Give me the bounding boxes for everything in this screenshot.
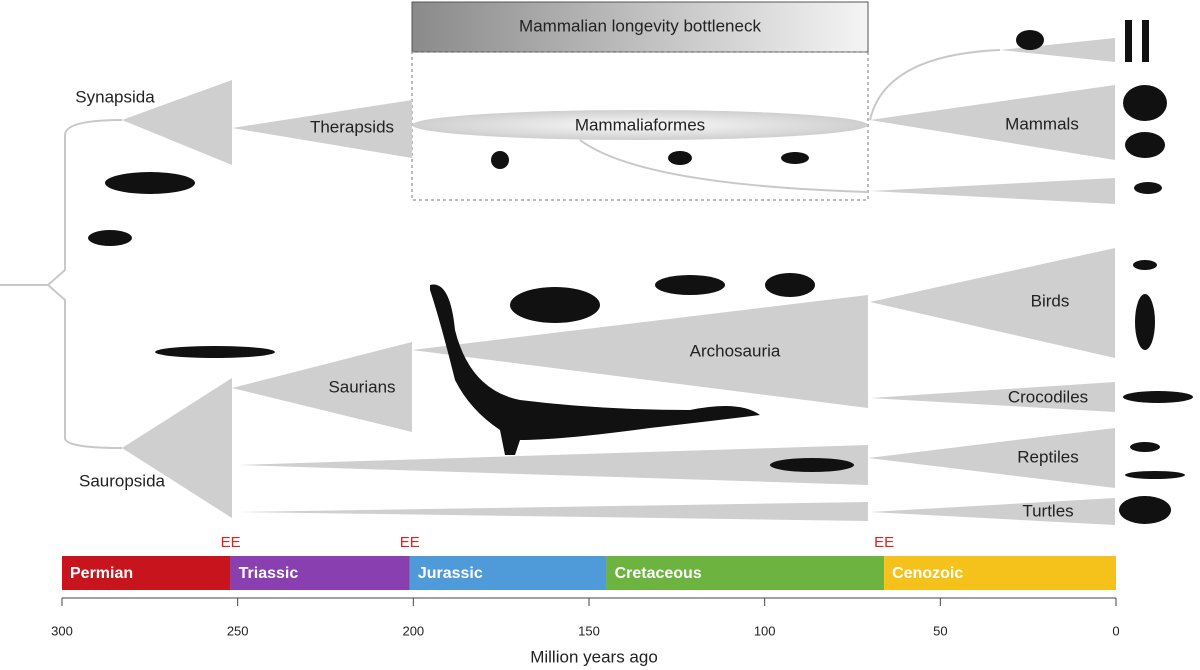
- period-label: Cretaceous: [615, 565, 702, 582]
- period-band: [62, 556, 231, 590]
- period-label: Cenozoic: [892, 565, 963, 582]
- extinction-label: EE: [221, 534, 241, 551]
- x-tick-label: 200: [402, 623, 424, 638]
- period-label: Triassic: [239, 565, 299, 582]
- clade-label: Birds: [1031, 291, 1070, 310]
- period-label: Jurassic: [418, 565, 483, 582]
- clade-label: Saurians: [328, 377, 395, 396]
- header-box: [411, 1, 869, 53]
- clade-label: Archosauria: [690, 341, 781, 360]
- period-band: [230, 556, 410, 590]
- x-tick-label: 50: [933, 623, 947, 638]
- x-tick-label: 0: [1112, 623, 1119, 638]
- x-tick-label: 250: [227, 623, 249, 638]
- x-tick-label: 150: [578, 623, 600, 638]
- silhouettes: [88, 20, 1193, 524]
- x-tick-label: 100: [754, 623, 776, 638]
- clade-label: Crocodiles: [1008, 387, 1088, 406]
- wedges: [122, 38, 1115, 525]
- clade-label: Therapsids: [310, 117, 394, 136]
- period-band: [409, 556, 607, 590]
- clade-label: Synapsida: [75, 87, 155, 106]
- axis-title: Million years ago: [530, 647, 658, 666]
- extinction-label: EE: [400, 534, 420, 551]
- header-title: Mammalian longevity bottleneck: [519, 16, 761, 35]
- period-label: Permian: [70, 565, 133, 582]
- period-band: [884, 556, 1116, 590]
- clade-label: Reptiles: [1017, 447, 1078, 466]
- x-tick-label: 300: [51, 623, 73, 638]
- extinction-label: EE: [874, 534, 894, 551]
- clade-label: Mammals: [1005, 114, 1079, 133]
- tree-branches: [0, 49, 1001, 449]
- period-band: [606, 556, 885, 590]
- clade-label: Sauropsida: [79, 471, 166, 490]
- clade-label: Turtles: [1022, 501, 1073, 520]
- clade-label: Mammaliaformes: [575, 115, 705, 134]
